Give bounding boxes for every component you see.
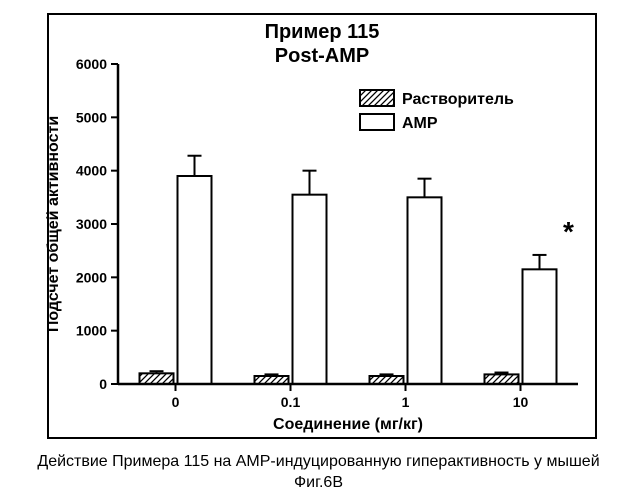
caption-line1: Действие Примера 115 на AMP-индуцированн…: [37, 453, 599, 470]
figure-caption: Действие Примера 115 на AMP-индуцированн…: [0, 452, 637, 494]
y-axis-label: Подсчет общей активности: [45, 116, 62, 332]
bar-chart: Пример 115Post-AMP 0 1000 2000 3000 4000 5000 6…: [0, 0, 637, 452]
legend-swatch: [360, 114, 394, 130]
x-tick-label: 1: [402, 394, 410, 410]
y-tick-label: 3000: [76, 216, 107, 232]
annotation-star: *: [563, 216, 574, 247]
caption-line2: Фиг.6B: [294, 474, 343, 491]
legend-label: AMP: [402, 115, 438, 132]
chart-title-2: Post-AMP: [275, 45, 369, 67]
bar: [408, 197, 442, 384]
y-tick-label: 6000: [76, 56, 107, 72]
chart-title-1: Пример 115: [265, 21, 380, 43]
bar: [523, 269, 557, 384]
bar: [485, 374, 519, 384]
y-tick-label: 0: [99, 376, 107, 392]
y-tick-label: 5000: [76, 109, 107, 125]
x-axis-label: Соединение (мг/кг): [273, 416, 423, 433]
x-tick-label: 10: [513, 394, 529, 410]
x-tick-label: 0: [172, 394, 180, 410]
bar: [140, 373, 174, 384]
legend-label: Растворитель: [402, 91, 514, 108]
y-tick-label: 4000: [76, 163, 107, 179]
x-tick-label: 0.1: [281, 394, 301, 410]
y-tick-label: 2000: [76, 269, 107, 285]
bar: [293, 195, 327, 384]
bar: [178, 176, 212, 384]
legend-swatch: [360, 90, 394, 106]
y-tick-label: 1000: [76, 323, 107, 339]
